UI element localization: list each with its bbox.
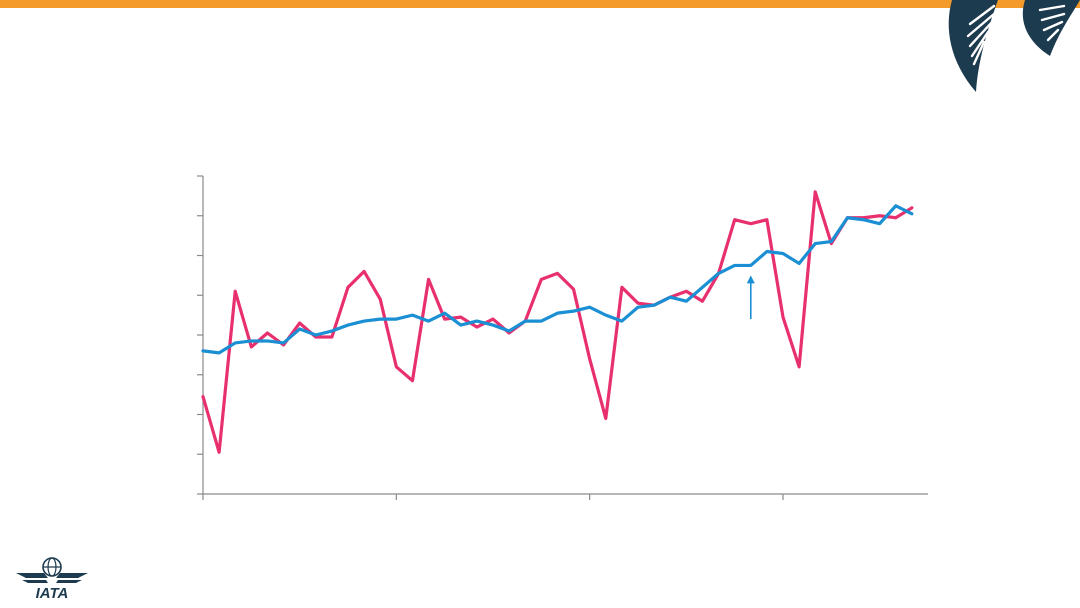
annotation-arrow-head xyxy=(746,275,755,284)
accent-bar xyxy=(0,0,1080,8)
logo-wordmark: IATA xyxy=(36,585,69,602)
leaf-decoration xyxy=(948,0,1080,92)
leaf-left xyxy=(948,0,998,92)
series-line-1 xyxy=(201,190,914,454)
iata-logo: IATA xyxy=(16,557,88,602)
